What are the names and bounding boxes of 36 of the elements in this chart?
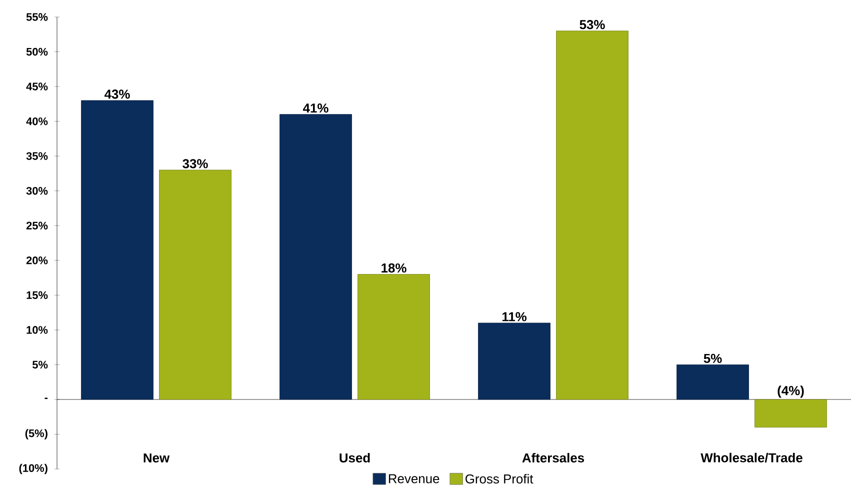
data-label: (4%)	[778, 386, 804, 398]
bar	[159, 170, 232, 400]
y-tick-label: 45%	[26, 82, 48, 90]
y-tick-label: 15%	[26, 291, 48, 300]
y-tick-label: 20%	[26, 256, 48, 264]
y-tick-label: 40%	[26, 117, 48, 126]
data-label: 33%	[182, 159, 208, 168]
x-tick-label: New	[144, 453, 170, 462]
y-tick-label: 35%	[26, 152, 48, 160]
y-tick-label: 50%	[26, 48, 48, 56]
y-tick-label: (10%)	[19, 464, 48, 474]
bar	[478, 322, 550, 400]
y-tick-label: -	[44, 398, 48, 400]
x-tick-label: Wholesale/Trade	[700, 452, 802, 462]
x-tick-label: Aftersales	[522, 452, 584, 462]
y-tick-label: 10%	[26, 326, 48, 334]
data-label: 18%	[382, 263, 406, 273]
legend-label: Revenue	[388, 474, 440, 484]
y-tick-label: (5%)	[25, 429, 48, 440]
y-tick-label: 55%	[26, 13, 48, 21]
legend-label: Gross Profit	[466, 474, 534, 484]
data-label: 11%	[502, 312, 527, 322]
data-label: 5%	[704, 354, 722, 363]
bar	[358, 274, 430, 400]
data-label: 41%	[302, 104, 328, 113]
bar	[676, 364, 749, 400]
data-label: 53%	[580, 20, 605, 30]
bar	[280, 114, 352, 400]
bar	[754, 399, 827, 428]
bar	[81, 100, 154, 400]
x-tick-label: Used	[340, 452, 370, 462]
bar	[556, 30, 628, 400]
y-tick-label: 5%	[32, 360, 48, 369]
y-tick-label: 30%	[26, 186, 48, 195]
data-label: 43%	[104, 90, 130, 99]
y-tick-label: 25%	[26, 222, 48, 230]
